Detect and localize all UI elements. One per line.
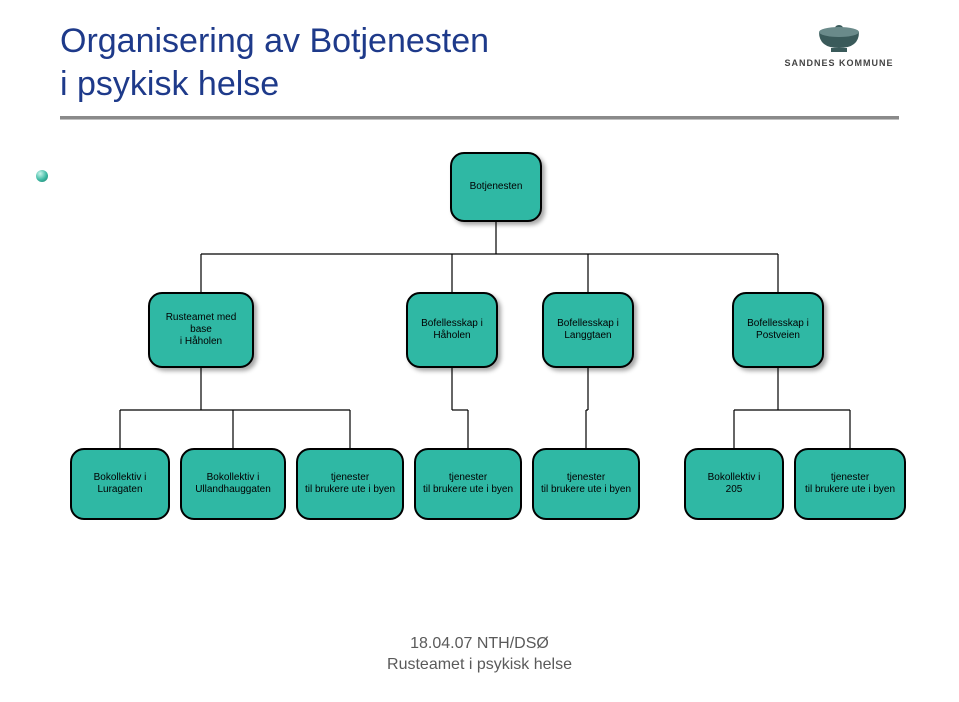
org-node-label: Bofellesskap iHåholen — [421, 318, 483, 342]
org-chart: Botjenesten Rusteamet med basei Håholen Bo… — [70, 148, 909, 528]
logo-text: SANDNES KOMMUNE — [779, 58, 899, 68]
bullet-decoration — [36, 170, 48, 182]
footer: 18.04.07 NTH/DSØ Rusteamet i psykisk hel… — [0, 634, 959, 676]
org-node-label: Bokollektiv iUllandhauggaten — [195, 472, 271, 496]
org-node-label: Bokollektiv iLuragaten — [94, 472, 147, 496]
title-line-2: i psykisk helse — [60, 65, 279, 103]
org-node-label: Bofellesskap iLanggtaen — [557, 318, 619, 342]
bowl-icon — [809, 16, 869, 56]
org-node: Bofellesskap iLanggtaen — [542, 292, 634, 368]
org-node: Bokollektiv iLuragaten — [70, 448, 170, 520]
org-node: Bokollektiv i205 — [684, 448, 784, 520]
org-node: Bofellesskap iHåholen — [406, 292, 498, 368]
municipality-logo: SANDNES KOMMUNE — [779, 16, 899, 68]
org-node: tjenestertil brukere ute i byen — [794, 448, 906, 520]
org-node: Bokollektiv iUllandhauggaten — [180, 448, 286, 520]
org-node: Rusteamet med basei Håholen — [148, 292, 254, 368]
org-node: tjenestertil brukere ute i byen — [414, 448, 522, 520]
org-node-label: tjenestertil brukere ute i byen — [423, 472, 513, 496]
org-node-label: Rusteamet med basei Håholen — [154, 312, 248, 348]
org-node: tjenestertil brukere ute i byen — [532, 448, 640, 520]
org-node-label: tjenestertil brukere ute i byen — [805, 472, 895, 496]
org-node-label: Botjenesten — [470, 181, 523, 193]
footer-line-2: Rusteamet i psykisk helse — [387, 656, 572, 673]
org-node: Bofellesskap iPostveien — [732, 292, 824, 368]
org-node-label: Bofellesskap iPostveien — [747, 318, 809, 342]
title-line-1: Organisering av Botjenesten — [60, 22, 489, 60]
footer-line-1: 18.04.07 NTH/DSØ — [410, 635, 549, 652]
title-underline — [60, 116, 899, 120]
org-node: Botjenesten — [450, 152, 542, 222]
page-title: Organisering av Botjenesten i psykisk he… — [60, 20, 489, 105]
org-node-label: tjenestertil brukere ute i byen — [305, 472, 395, 496]
org-node: tjenestertil brukere ute i byen — [296, 448, 404, 520]
org-node-label: Bokollektiv i205 — [708, 472, 761, 496]
org-node-label: tjenestertil brukere ute i byen — [541, 472, 631, 496]
